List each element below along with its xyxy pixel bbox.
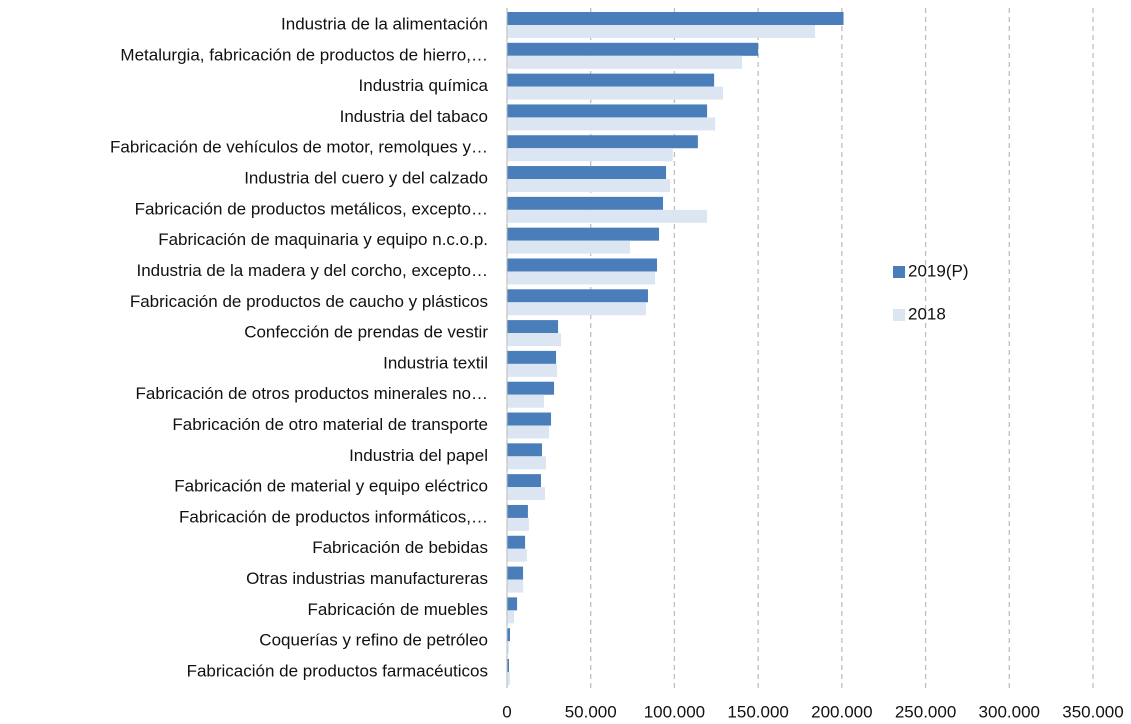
bar [507, 412, 552, 426]
bar [507, 610, 515, 624]
x-tick-label: 300.000 [979, 702, 1040, 721]
x-tick-label: 200.000 [811, 702, 872, 721]
bar [507, 363, 558, 377]
bar [507, 504, 528, 518]
bar [507, 12, 844, 25]
bar [507, 148, 673, 162]
y-tick-label: Fabricación de vehículos de motor, remol… [110, 138, 488, 157]
y-tick-label: Confección de prendas de vestir [244, 323, 488, 342]
bar [507, 42, 759, 56]
bar [507, 289, 648, 303]
y-tick-label: Fabricación de otro material de transpor… [172, 415, 488, 434]
legend-label: 2018 [908, 304, 946, 323]
bar [507, 240, 631, 254]
bar [507, 55, 743, 69]
bar [507, 179, 671, 193]
y-tick-label: Fabricación de productos metálicos, exce… [135, 199, 488, 218]
bar [507, 271, 656, 285]
legend-swatch [893, 266, 905, 278]
bar [507, 73, 715, 87]
bar [507, 443, 542, 457]
bar [507, 117, 716, 131]
x-tick-label: 350.000 [1062, 702, 1123, 721]
y-tick-label: Coquerías y refino de petróleo [259, 631, 488, 650]
bar [507, 135, 698, 149]
bar [507, 302, 646, 316]
bar [507, 487, 546, 501]
y-tick-label: Industria química [359, 76, 489, 95]
bar [507, 597, 518, 611]
y-tick-label: Fabricación de productos de caucho y plá… [130, 292, 488, 311]
y-tick-label: Fabricación de bebidas [312, 538, 488, 557]
x-tick-label: 250.000 [895, 702, 956, 721]
bar [507, 25, 816, 38]
y-tick-label: Otras industrias manufactureras [246, 569, 488, 588]
x-tick-label: 50.000 [565, 702, 617, 721]
y-tick-label: Fabricación de otros productos minerales… [136, 384, 488, 403]
bar [507, 474, 541, 488]
x-tick-label: 0 [502, 702, 511, 721]
legend-swatch [893, 309, 905, 321]
y-tick-label: Industria textil [383, 353, 488, 372]
y-tick-label: Fabricación de productos informáticos,… [179, 507, 488, 526]
bar [507, 86, 723, 100]
bar [507, 456, 547, 470]
bar [507, 227, 660, 241]
x-tick-label: 150.000 [727, 702, 788, 721]
bar [507, 209, 708, 223]
bar [507, 394, 545, 408]
bar [507, 566, 524, 580]
bar [507, 628, 511, 642]
bar [507, 517, 529, 531]
y-tick-label: Industria del tabaco [340, 107, 488, 126]
y-tick-label: Fabricación de productos farmacéuticos [187, 661, 488, 680]
bar [507, 579, 524, 593]
bar [507, 425, 550, 439]
y-tick-label: Industria de la madera y del corcho, exc… [136, 261, 488, 280]
y-tick-label: Industria de la alimentación [281, 14, 488, 33]
bar [507, 548, 527, 562]
bar [507, 672, 511, 685]
bar [507, 166, 667, 180]
x-tick-label: 100.000 [644, 702, 705, 721]
bar [507, 535, 526, 549]
y-tick-label: Fabricación de material y equipo eléctri… [174, 477, 488, 496]
y-tick-label: Fabricación de muebles [308, 600, 488, 619]
y-tick-label: Metalurgia, fabricación de productos de … [120, 45, 488, 64]
bar [507, 104, 708, 118]
legend-label: 2019(P) [908, 261, 968, 280]
y-tick-label: Industria del cuero y del calzado [244, 169, 488, 188]
y-tick-label: Industria del papel [349, 446, 488, 465]
bar [507, 659, 510, 672]
bar [507, 196, 664, 210]
bar [507, 320, 559, 334]
bar [507, 350, 557, 364]
bar [507, 258, 658, 272]
bar [507, 641, 510, 655]
bar [507, 333, 562, 347]
y-tick-label: Fabricación de maquinaria y equipo n.c.o… [158, 230, 488, 249]
bar [507, 381, 555, 395]
